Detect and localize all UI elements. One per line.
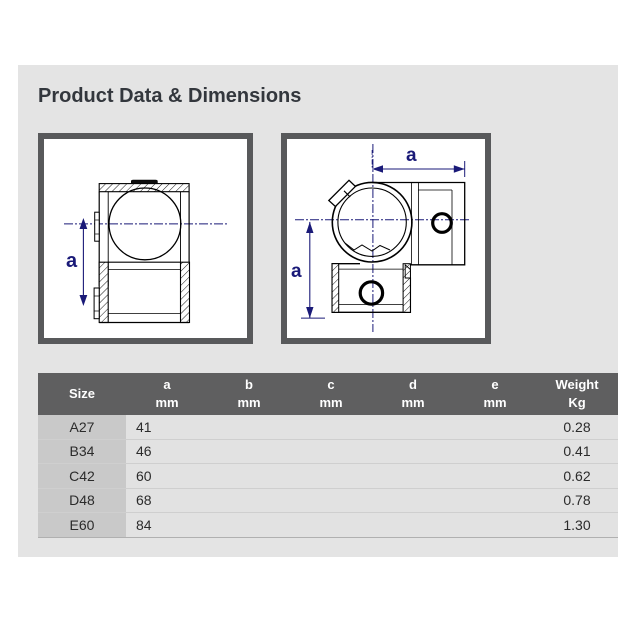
- svg-text:a: a: [291, 261, 302, 282]
- svg-text:a: a: [406, 145, 417, 166]
- svg-text:a: a: [66, 250, 78, 272]
